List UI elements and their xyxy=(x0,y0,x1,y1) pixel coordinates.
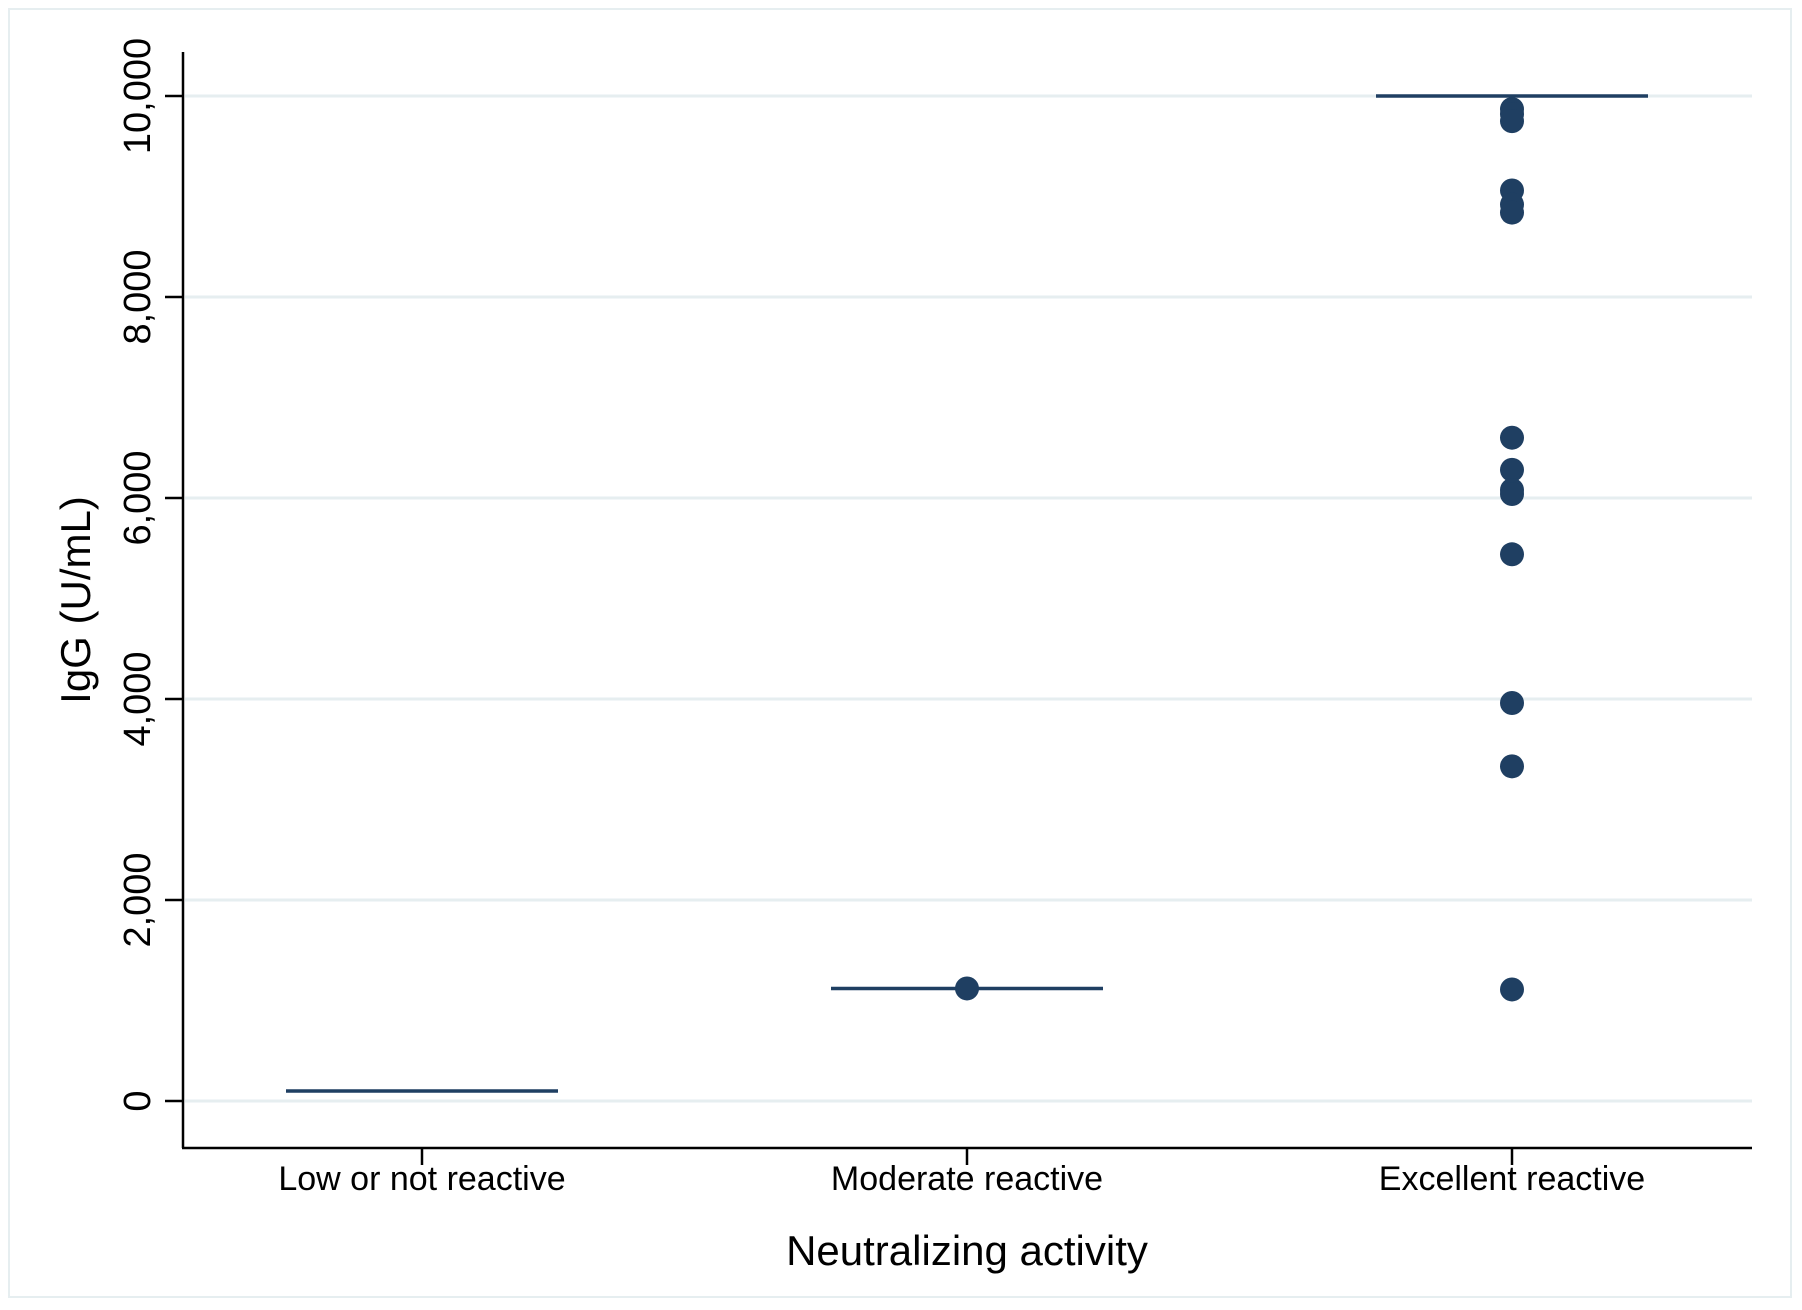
data-point xyxy=(955,976,979,1001)
y-tick-label: 2,000 xyxy=(117,852,159,947)
y-axis-title: IgG (U/mL) xyxy=(52,496,99,704)
data-point xyxy=(1500,425,1524,450)
data-point xyxy=(1500,481,1524,506)
x-tick-label: Moderate reactive xyxy=(831,1160,1103,1198)
data-point xyxy=(1500,754,1524,779)
data-point xyxy=(1500,109,1524,134)
x-ticks: Low or not reactive Moderate reactive Exce… xyxy=(278,1148,1645,1198)
x-axis-title: Neutralizing activity xyxy=(786,1227,1148,1274)
data-point xyxy=(1500,542,1524,567)
plot-frame xyxy=(8,8,1792,1298)
y-ticks: 0 2,000 4,000 6,000 8,000 10,000 xyxy=(117,38,183,1112)
x-tick-label: Excellent reactive xyxy=(1379,1160,1645,1198)
data-point xyxy=(1500,977,1524,1002)
y-tick-label: 8,000 xyxy=(117,249,159,344)
data-points xyxy=(955,97,1524,1002)
data-point xyxy=(1500,200,1524,225)
gridlines xyxy=(185,94,1752,1103)
data-point xyxy=(1500,457,1524,482)
y-tick-label: 6,000 xyxy=(117,450,159,545)
x-tick-label: Low or not reactive xyxy=(278,1160,565,1198)
y-tick-label: 10,000 xyxy=(117,38,159,154)
median-lines xyxy=(286,94,1648,1093)
data-point xyxy=(1500,691,1524,716)
y-tick-label: 4,000 xyxy=(117,651,159,746)
y-tick-label: 0 xyxy=(117,1090,159,1111)
